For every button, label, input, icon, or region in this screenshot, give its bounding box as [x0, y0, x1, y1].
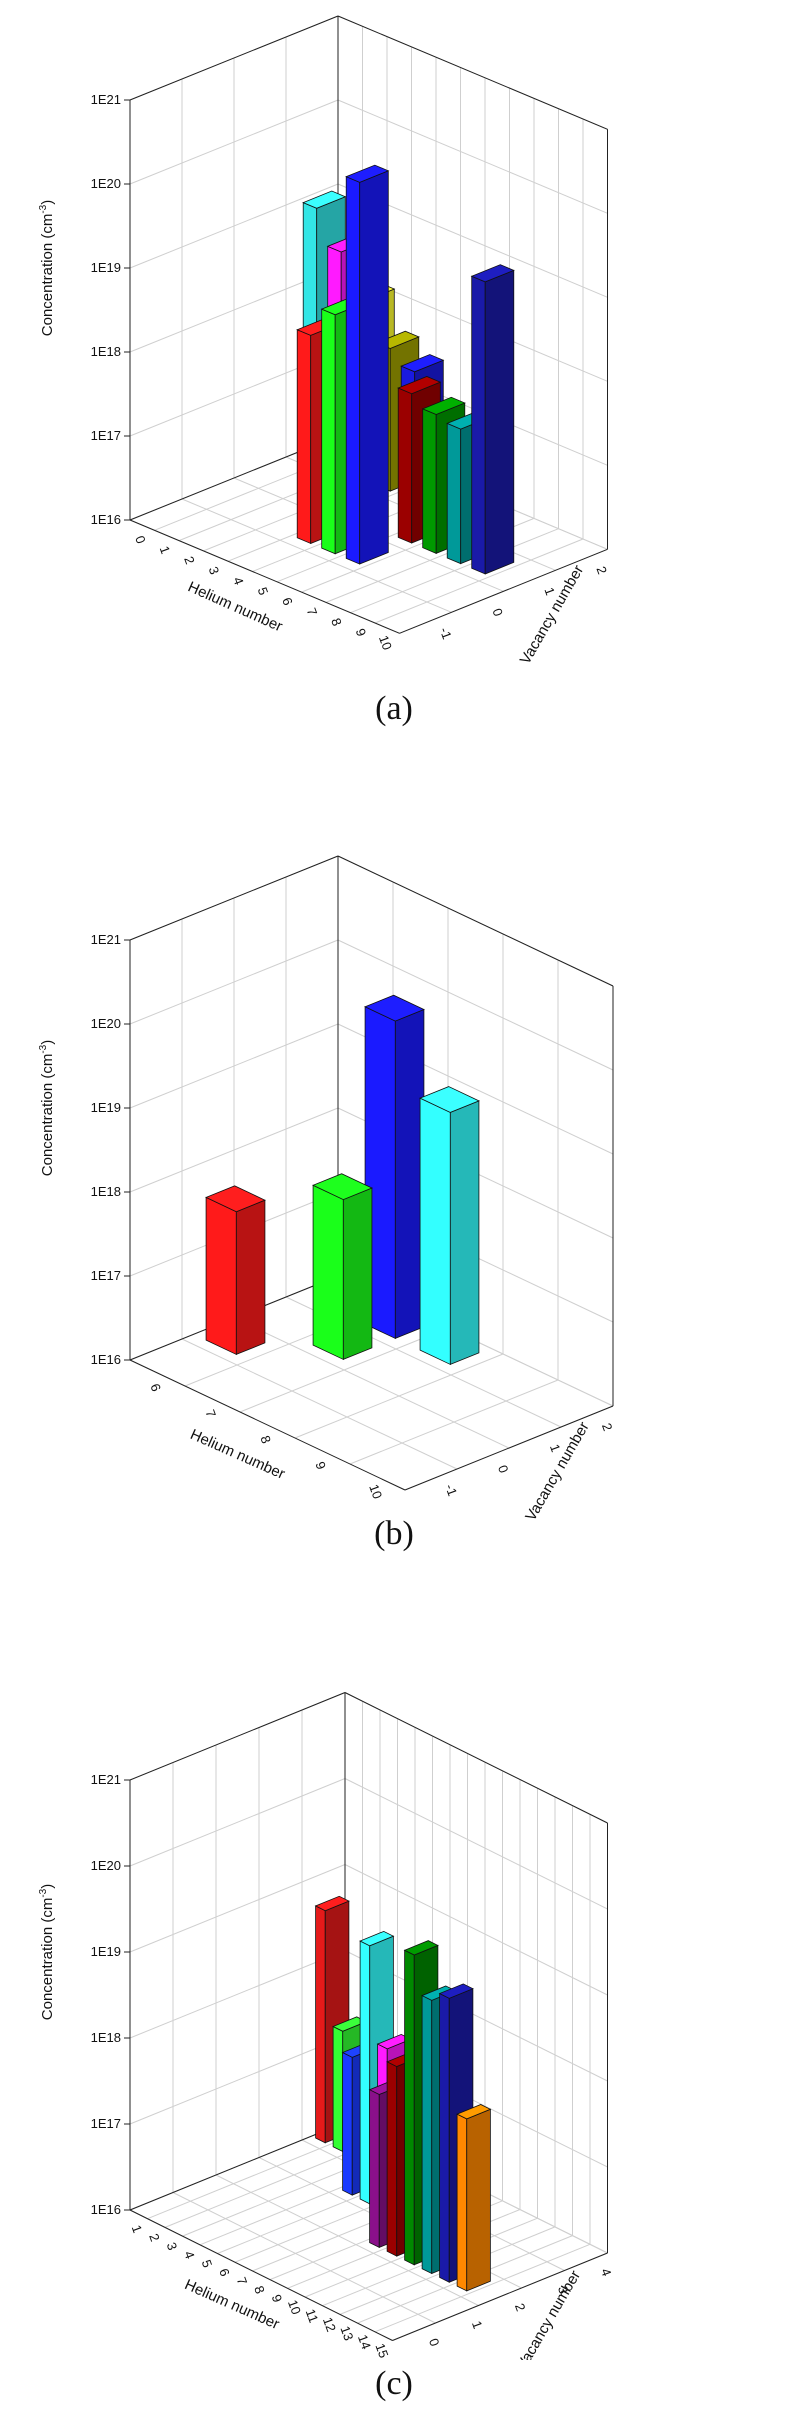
bars: [205, 994, 480, 1366]
y-axis-title: Concentration (cm-3): [38, 1884, 56, 2020]
z-tick-label: 1: [541, 585, 558, 597]
y-tick-label: 1E19: [91, 1100, 121, 1115]
z-axis-title: Vacancy number: [514, 2268, 584, 2360]
z-tick-label: 4: [598, 2266, 615, 2278]
x-tick-label: 6: [279, 595, 296, 607]
bar: [312, 1173, 373, 1361]
z-tick-label: -1: [442, 1482, 460, 1498]
y-tick-label: 1E16: [91, 2202, 121, 2217]
y-tick-label: 1E18: [91, 1184, 121, 1199]
x-tick-label: 1: [157, 544, 174, 556]
z-tick-labels: 0 1 2 3 4: [426, 2266, 615, 2348]
y-tick-label: 1E17: [91, 2116, 121, 2131]
z-tick-label: 0: [495, 1463, 512, 1475]
bar: [345, 164, 390, 565]
x-axis-title: Helium number: [182, 2276, 282, 2333]
x-tick-label: 7: [234, 2275, 251, 2287]
x-tick-label: 8: [251, 2284, 268, 2296]
x-tick-label: 14: [355, 2333, 374, 2352]
chart-c-plot: 1E16 1E17 1E18 1E19 1E20 1E21 Concentration (c…: [38, 1692, 615, 2360]
bar: [419, 1086, 480, 1366]
z-tick-label: 1: [547, 1442, 564, 1454]
x-tick-label: 9: [312, 1459, 329, 1471]
y-tick-label: 1E18: [91, 344, 121, 359]
y-tick-label: 1E21: [91, 932, 121, 947]
x-tick-label: 4: [230, 575, 247, 587]
x-tick-label: 15: [372, 2341, 391, 2360]
y-tick-label: 1E16: [91, 512, 121, 527]
x-tick-label: 8: [257, 1433, 274, 1445]
y-tick-label: 1E21: [91, 92, 121, 107]
z-axis-title: Vacancy number: [517, 562, 587, 667]
z-tick-labels: -1 0 1 2: [437, 564, 610, 641]
x-tick-label: 1: [129, 2223, 146, 2235]
bars: [296, 164, 515, 575]
z-tick-label: 0: [489, 606, 506, 618]
z-tick-label: 2: [599, 1421, 616, 1433]
x-tick-label: 10: [285, 2298, 304, 2317]
x-tick-label: 7: [202, 1407, 219, 1419]
y-tick-labels: 1E16 1E17 1E18 1E19 1E20 1E21: [91, 1772, 130, 2217]
x-tick-label: 5: [255, 585, 272, 597]
y-tick-label: 1E16: [91, 1352, 121, 1367]
chart-b-plot: 1E16 1E17 1E18 1E19 1E20 1E21 Concentration (c…: [38, 855, 616, 1520]
x-tick-label: 11: [303, 2307, 322, 2325]
y-tick-label: 1E19: [91, 1944, 121, 1959]
x-tick-label: 0: [132, 534, 149, 546]
z-tick-label: 2: [512, 2301, 529, 2313]
x-tick-label: 6: [216, 2266, 233, 2278]
x-tick-label: 9: [353, 626, 370, 638]
x-tick-label: 10: [376, 633, 395, 652]
panel-label-b: (b): [374, 1515, 414, 1552]
y-tick-label: 1E20: [91, 176, 121, 191]
z-tick-label: 2: [593, 564, 610, 576]
bar: [470, 264, 515, 575]
y-tick-label: 1E20: [91, 1858, 121, 1873]
bars: [314, 1895, 492, 2292]
y-tick-label: 1E18: [91, 2030, 121, 2045]
y-tick-label: 1E21: [91, 1772, 121, 1787]
x-tick-label: 9: [269, 2292, 286, 2304]
x-tick-label: 10: [366, 1482, 385, 1501]
x-tick-label: 8: [328, 616, 345, 628]
chart-panel-a: 1E16 1E17 1E18 1E19 1E20 1E21 Concentration (c…: [0, 0, 788, 700]
y-tick-label: 1E17: [91, 1268, 121, 1283]
x-tick-label: 2: [181, 554, 198, 566]
y-axis-title: Concentration (cm-3): [38, 1040, 56, 1176]
x-tick-label: 13: [337, 2324, 356, 2343]
x-tick-label: 12: [320, 2315, 339, 2334]
y-tick-labels: 1E16 1E17 1E18 1E19 1E20 1E21: [91, 92, 130, 527]
x-tick-label: 5: [199, 2258, 216, 2270]
panel-label-c: (c): [375, 2365, 413, 2402]
chart-panel-c: 1E16 1E17 1E18 1E19 1E20 1E21 Concentration (c…: [0, 1640, 788, 2360]
chart-a-plot: 1E16 1E17 1E18 1E19 1E20 1E21 Concentration (c…: [38, 15, 610, 667]
y-tick-label: 1E17: [91, 428, 121, 443]
y-axis-title: Concentration (cm-3): [38, 200, 56, 336]
bar: [205, 1185, 266, 1356]
x-tick-label: 7: [304, 606, 321, 618]
x-tick-label: 3: [206, 565, 223, 577]
z-axis-title: Vacancy number: [522, 1419, 592, 1520]
bar: [364, 994, 425, 1340]
z-tick-label: -1: [437, 625, 455, 641]
y-tick-labels: 1E16 1E17 1E18 1E19 1E20 1E21: [91, 932, 130, 1367]
z-tick-labels: -1 0 1 2: [442, 1421, 615, 1498]
x-tick-label: 3: [164, 2240, 181, 2252]
z-tick-label: 1: [469, 2319, 486, 2331]
y-tick-label: 1E19: [91, 260, 121, 275]
y-tick-label: 1E20: [91, 1016, 121, 1031]
bar: [456, 2104, 492, 2292]
chart-panel-b: 1E16 1E17 1E18 1E19 1E20 1E21 Concentration (c…: [0, 820, 788, 1520]
panel-label-a: (a): [375, 690, 413, 727]
x-tick-label: 4: [181, 2249, 198, 2261]
x-tick-labels: 6 7 8 9 10: [147, 1381, 385, 1500]
x-tick-label: 2: [146, 2232, 163, 2244]
x-tick-label: 6: [147, 1381, 164, 1393]
z-tick-label: 3: [555, 2284, 572, 2296]
z-tick-label: 0: [426, 2336, 443, 2348]
